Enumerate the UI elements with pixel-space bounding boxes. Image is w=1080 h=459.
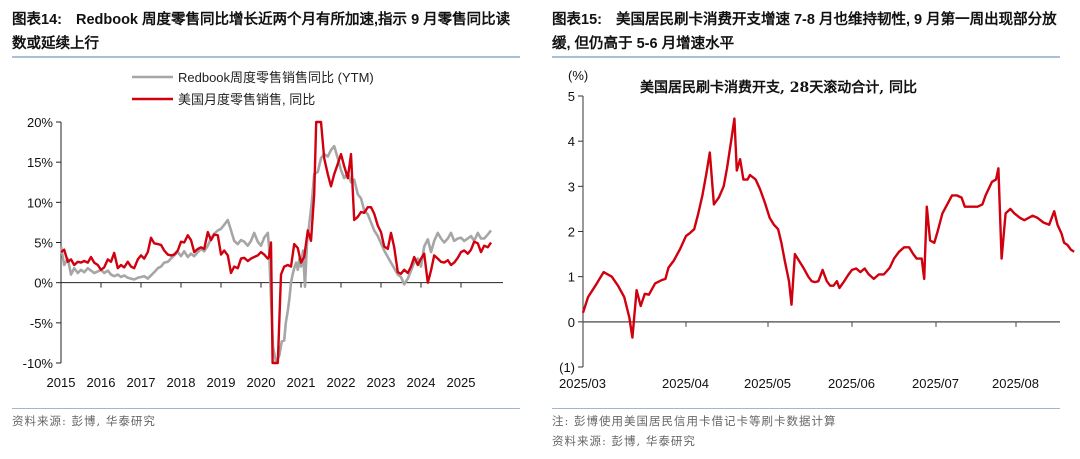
figure-15-panel: 图表15: 美国居民刷卡消费开支增速 7-8 月也维持韧性, 9 月第一周出现部分… (540, 0, 1080, 459)
figure-15-note: 注: 彭博使用美国居民信用卡借记卡等刷卡数据计算 (552, 414, 837, 428)
series-line-0 (59, 144, 493, 365)
figure-14-number: 图表14: (12, 12, 62, 28)
legend-label-1: 美国月度零售销售, 同比 (178, 92, 315, 107)
y-tick-label: -10% (23, 356, 54, 371)
y-tick-label: 5 (568, 89, 575, 104)
y-tick-label: 5% (34, 236, 53, 251)
x-tick-label: 2024 (407, 375, 436, 390)
x-tick-label: 2025/05 (744, 376, 791, 391)
figure-14-panel: 图表14: Redbook 周度零售同比增长近两个月有所加速,指示 9 月零售同比… (12, 8, 524, 428)
figure-15-number: 图表15: (552, 12, 602, 28)
y-tick-label: 15% (27, 155, 53, 170)
figure-14-title: 图表14: Redbook 周度零售同比增长近两个月有所加速,指示 9 月零售同比… (12, 8, 524, 56)
x-tick-label: 2019 (207, 375, 236, 390)
figure-15-source: 资料来源: 彭博, 华泰研究 (552, 434, 696, 448)
x-tick-label: 2025/07 (912, 376, 959, 391)
figure-14-title-text: Redbook 周度零售同比增长近两个月有所加速,指示 9 月零售同比读数或延续… (12, 12, 511, 52)
x-tick-label: 2025/06 (828, 376, 875, 391)
figure-15-title: 图表15: 美国居民刷卡消费开支增速 7-8 月也维持韧性, 9 月第一周出现部分… (552, 8, 1064, 56)
y-tick-label: 4 (568, 134, 575, 149)
title-divider (552, 56, 1060, 58)
note-divider (552, 408, 1060, 409)
figure-14-source: 资料来源: 彭博, 华泰研究 (12, 414, 156, 428)
title-divider (12, 56, 520, 58)
x-tick-label: 2025/08 (992, 376, 1039, 391)
y-tick-label: -5% (30, 316, 54, 331)
y-axis-unit-label: (%) (568, 68, 588, 83)
x-tick-label: 2025/04 (662, 376, 709, 391)
x-tick-label: 2017 (127, 375, 156, 390)
y-tick-label: 2 (568, 225, 575, 240)
x-tick-label: 2020 (247, 375, 276, 390)
y-tick-label: 0% (34, 276, 53, 291)
y-tick-label: 0 (568, 315, 575, 330)
x-tick-label: 2018 (167, 375, 196, 390)
x-tick-label: 2021 (287, 375, 316, 390)
redbook-retail-chart: Redbook周度零售销售同比 (YTM) 美国月度零售销售, 同比 20% 15% 1… (23, 70, 503, 390)
x-tick-label: 2015 (47, 375, 76, 390)
y-tick-label: 10% (27, 195, 53, 210)
series-line-1 (60, 120, 492, 365)
y-tick-label: 20% (27, 115, 53, 130)
source-divider (12, 408, 520, 409)
x-tick-label: 2016 (87, 375, 116, 390)
y-tick-label: (1) (559, 360, 575, 375)
series-line-0 (581, 117, 1075, 339)
card-spending-chart: (%)美国居民刷卡消费开支, 28天滚动合计, 同比543210(1)2025/… (559, 68, 1075, 391)
y-tick-label: 1 (568, 270, 575, 285)
x-tick-label: 2023 (367, 375, 396, 390)
legend-label-0: Redbook周度零售销售同比 (YTM) (178, 70, 374, 85)
chart-title: 美国居民刷卡消费开支, 28天滚动合计, 同比 (640, 79, 917, 96)
x-tick-label: 2025 (447, 375, 476, 390)
x-tick-label: 2025/03 (559, 376, 606, 391)
figure-15-title-text: 美国居民刷卡消费开支增速 7-8 月也维持韧性, 9 月第一周出现部分放缓, 但… (552, 12, 1057, 52)
y-tick-label: 3 (568, 179, 575, 194)
x-tick-label: 2022 (327, 375, 356, 390)
